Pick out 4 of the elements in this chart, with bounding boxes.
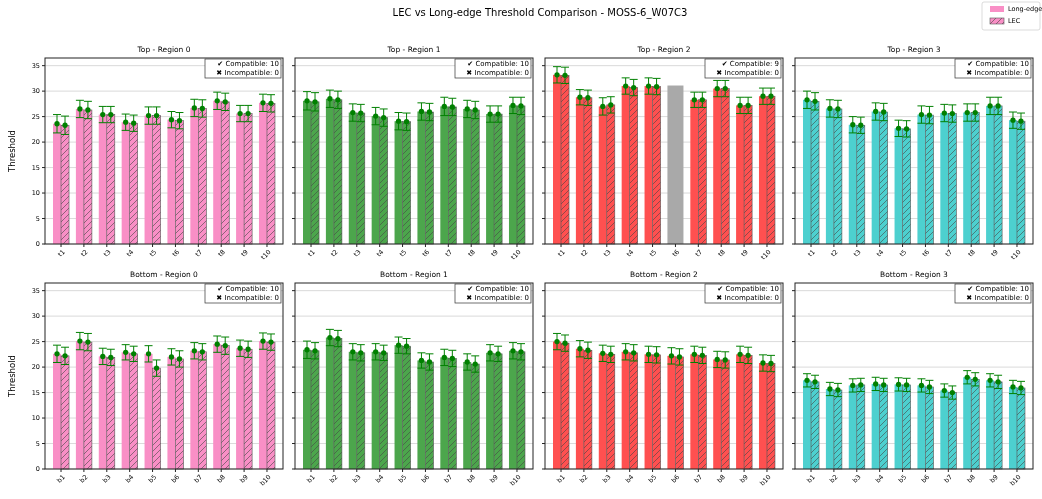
bar (667, 85, 684, 244)
text: LEC vs Long-edge Threshold Comparison - MOSS-6_W07C3 (392, 7, 688, 19)
y-axis-title: Threshold (7, 355, 17, 398)
y-axis-title: Threshold (7, 130, 17, 173)
